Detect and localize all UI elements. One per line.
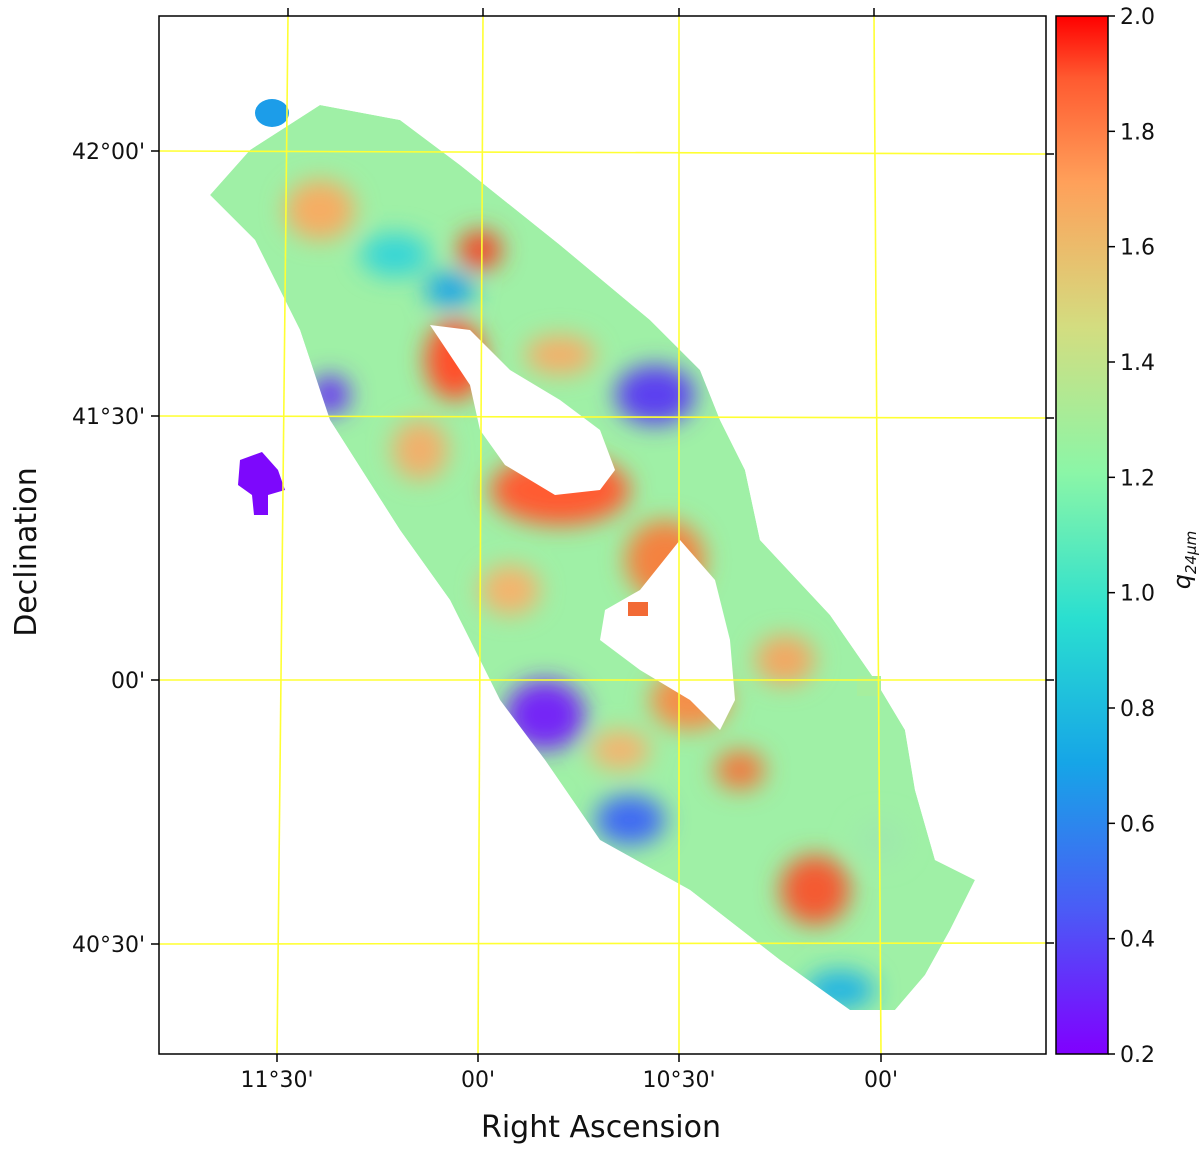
colorbar-tick-label: 1.4 [1120, 351, 1155, 376]
colorbar-tick-label: 0.2 [1120, 1043, 1155, 1068]
blob-upper-left [255, 99, 289, 127]
grid-line-dec-2 [159, 415, 1046, 419]
x-tick-label: 00' [461, 1068, 495, 1093]
colorbar-tick-label: 1.8 [1120, 120, 1155, 145]
grid-line-dec-4 [159, 942, 1046, 945]
colorbar-tick-label: 1.6 [1120, 236, 1155, 261]
central-hole-lower [600, 540, 735, 730]
colorbar-label-subscript: 24μm [1182, 531, 1200, 574]
y-axis-title: Declination [9, 467, 44, 637]
colorbar-tick-label: 0.6 [1120, 812, 1155, 837]
grid-line-dec-1 [159, 150, 1046, 155]
colorbar-tick-label: 1.2 [1120, 466, 1155, 491]
y-tick-label: 40°30' [72, 933, 145, 958]
tick-marks [151, 8, 1054, 1062]
x-tick-label: 00' [864, 1068, 898, 1093]
x-axis-title: Right Ascension [481, 1110, 721, 1145]
colorbar-tick-label: 1.0 [1120, 582, 1155, 607]
colorbar-tick-label: 0.4 [1120, 928, 1155, 953]
colorbar-tick-label: 2.0 [1120, 5, 1155, 30]
colorbar-ticks: 2.0 1.8 1.6 1.4 1.2 1.0 0.8 0.6 0.4 0.2 [1108, 5, 1155, 1068]
blob-right-green [857, 676, 881, 696]
x-tick-label: 10°30' [642, 1068, 715, 1093]
y-tick-labels: 42°00' 41°30' 00' 40°30' [72, 140, 145, 958]
grid-line-ra-2 [477, 16, 484, 1054]
y-tick-label: 42°00' [72, 140, 145, 165]
central-hole-upper [430, 325, 615, 495]
plot-frame [158, 15, 1047, 1055]
heatmap-image [210, 99, 975, 1010]
coordinate-grid [159, 16, 1046, 1054]
grid-line-ra-1 [276, 16, 289, 1054]
x-tick-label: 11°30' [240, 1068, 313, 1093]
colorbar: 2.0 1.8 1.6 1.4 1.2 1.0 0.8 0.6 0.4 0.2 q24μm [1055, 5, 1200, 1068]
disk-base [210, 105, 975, 1010]
y-tick-label: 00' [111, 669, 145, 694]
y-tick-label: 41°30' [72, 405, 145, 430]
colorbar-label: q24μm [1168, 531, 1200, 589]
colorbar-bar [1055, 15, 1109, 1055]
hole-red-pixel [628, 602, 648, 616]
colorbar-label-main: q [1168, 574, 1196, 589]
grid-line-ra-4 [873, 16, 882, 1054]
x-tick-labels: 11°30' 00' 10°30' 00' [240, 1068, 898, 1093]
blob-left-purple [238, 452, 285, 515]
colorbar-tick-label: 0.8 [1120, 697, 1155, 722]
